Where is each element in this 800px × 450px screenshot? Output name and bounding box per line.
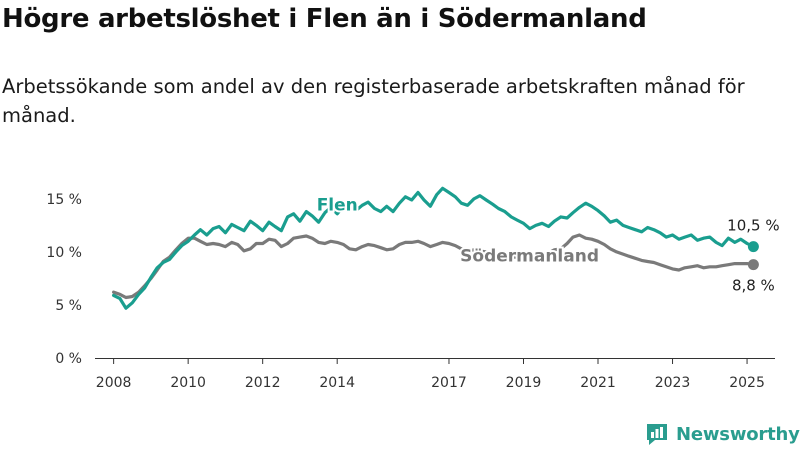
chart-subtitle: Arbetssökande som andel av den registerb… [2, 75, 745, 127]
x-tick-label: 2012 [245, 375, 281, 391]
series-label-sodermanland: Södermanland [460, 246, 599, 266]
series-line-flen [112, 186, 755, 310]
x-tick-label: 2017 [431, 375, 467, 391]
chart-title: Högre arbetslöshet i Flen än i Södermanl… [2, 4, 647, 34]
x-tick-label: 2008 [96, 375, 132, 391]
label-layer: Flen Södermanland 10,5 % 8,8 % [315, 193, 780, 295]
y-tick-label: 0 % [55, 351, 82, 367]
newsworthy-logo-icon [647, 424, 667, 445]
series-line-södermanland [112, 233, 755, 300]
end-label-sodermanland: 8,8 % [732, 277, 775, 295]
end-point-södermanland [747, 259, 759, 271]
y-tick-label: 10 % [46, 245, 82, 261]
series-layer [112, 186, 759, 310]
series-label-flen: Flen [317, 195, 358, 215]
y-tick-label: 5 % [55, 298, 82, 314]
x-tick-label: 2019 [506, 375, 542, 391]
y-axis: 0 % 5 % 10 % 15 % [46, 192, 82, 367]
y-tick-label: 15 % [46, 192, 82, 208]
x-tick-label: 2023 [655, 375, 691, 391]
x-axis: 2008 2010 2012 2014 2017 2019 2021 2023 2025 [96, 358, 765, 391]
x-tick-label: 2021 [580, 375, 616, 391]
end-point-flen [747, 241, 759, 253]
newsworthy-logo-text: Newsworthy [676, 423, 800, 445]
newsworthy-logo: Newsworthy [644, 421, 800, 447]
x-tick-label: 2010 [170, 375, 206, 391]
x-tick-label: 2025 [729, 375, 765, 391]
x-tick-label: 2014 [319, 375, 355, 391]
end-label-flen: 10,5 % [727, 217, 779, 235]
